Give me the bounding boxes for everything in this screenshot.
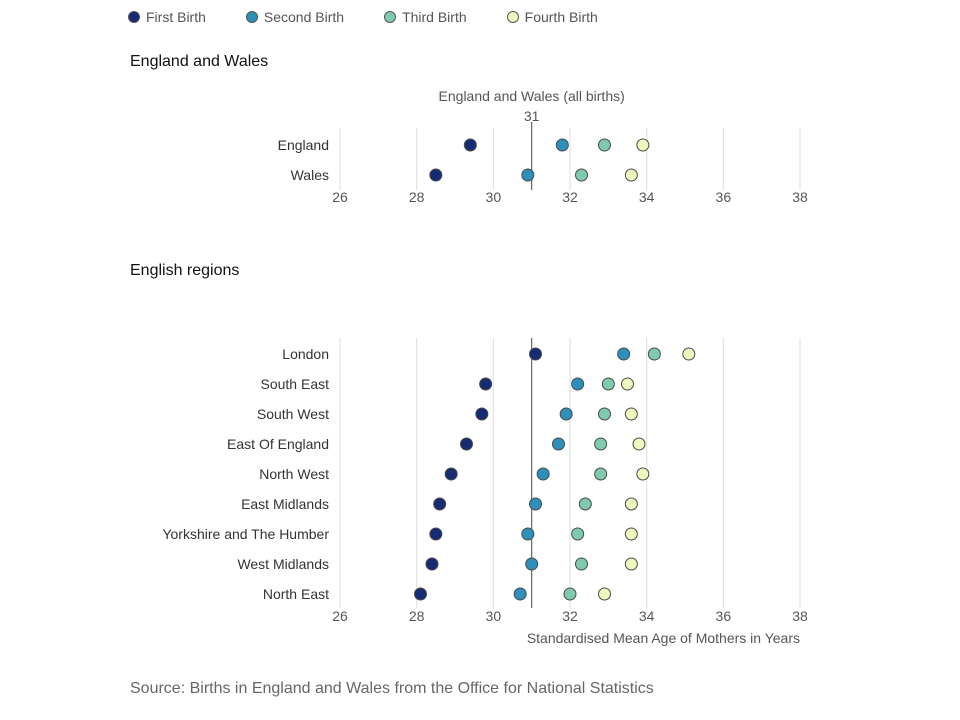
point-first-birth-south-west	[475, 407, 489, 421]
x-tick-label: 28	[409, 608, 425, 624]
point-first-birth-north-west	[444, 467, 458, 481]
point-third-birth-england	[598, 138, 611, 152]
legend-label: First Birth	[146, 9, 206, 25]
legend: First Birth Second Birth Third Birth Fourth…	[128, 6, 598, 28]
point-fourth-birth-east-of-england	[632, 437, 646, 451]
legend-swatch	[384, 11, 397, 23]
panel-english-regions: London South East South West East Of Englan…	[162, 338, 808, 646]
legend-item-second-birth: Second Birth	[245, 9, 345, 25]
x-tick-label: 38	[792, 189, 808, 205]
category-label-south-east: South East	[261, 376, 330, 392]
point-second-birth-england	[555, 138, 569, 152]
point-fourth-birth-north-east	[598, 587, 611, 601]
point-second-birth-north-west	[536, 467, 550, 481]
legend-swatch	[506, 11, 519, 23]
legend-item-fourth-birth: Fourth Birth	[506, 9, 598, 25]
point-fourth-birth-south-west	[624, 407, 638, 421]
source-note: Source: Births in England and Wales from…	[130, 680, 654, 697]
point-fourth-birth-north-west	[636, 467, 650, 481]
legend-item-first-birth: First Birth	[128, 9, 206, 25]
point-second-birth-north-east	[513, 587, 527, 601]
legend-item-third-birth: Third Birth	[384, 9, 467, 25]
x-axis-label: Standardised Mean Age of Mothers in Year…	[527, 630, 800, 646]
legend-swatch	[128, 11, 140, 23]
point-third-birth-north-west	[594, 467, 608, 481]
point-fourth-birth-england	[636, 138, 650, 152]
point-fourth-birth-south-east	[621, 377, 634, 391]
category-label-east-midlands: East Midlands	[241, 496, 329, 512]
section-title-english-regions: English regions	[130, 262, 240, 279]
point-first-birth-england	[463, 138, 477, 152]
point-third-birth-north-east	[563, 587, 577, 601]
category-label-south-west: South West	[257, 406, 329, 422]
category-label-west-midlands: West Midlands	[237, 556, 329, 572]
point-fourth-birth-yorkshire-and-the-humber	[624, 527, 638, 541]
point-first-birth-north-east	[414, 587, 427, 601]
x-tick-label: 30	[486, 189, 502, 205]
point-third-birth-yorkshire-and-the-humber	[571, 527, 585, 541]
point-third-birth-wales	[575, 168, 588, 182]
reference-line-value: 31	[524, 108, 540, 124]
point-first-birth-south-east	[479, 377, 493, 391]
category-label-england: England	[278, 137, 329, 153]
point-third-birth-east-of-england	[594, 437, 608, 451]
point-second-birth-yorkshire-and-the-humber	[521, 527, 535, 541]
point-second-birth-west-midlands	[525, 557, 539, 571]
point-second-birth-east-midlands	[529, 497, 542, 511]
x-tick-label: 36	[716, 189, 732, 205]
section-title-england-wales: England and Wales	[130, 53, 269, 70]
x-tick-label: 34	[639, 608, 655, 624]
point-first-birth-east-midlands	[433, 497, 447, 511]
point-second-birth-wales	[521, 168, 535, 182]
point-third-birth-south-west	[598, 407, 611, 421]
point-first-birth-west-midlands	[425, 557, 439, 571]
category-label-wales: Wales	[291, 167, 329, 183]
point-third-birth-east-midlands	[578, 497, 592, 511]
point-fourth-birth-west-midlands	[624, 557, 638, 571]
x-tick-label: 34	[639, 189, 655, 205]
category-label-east-of-england: East Of England	[227, 436, 329, 452]
x-tick-label: 32	[562, 189, 578, 205]
category-label-north-east: North East	[263, 586, 329, 602]
point-first-birth-wales	[429, 168, 443, 182]
point-fourth-birth-east-midlands	[624, 497, 638, 511]
x-tick-label: 30	[486, 608, 502, 624]
point-second-birth-south-east	[571, 377, 585, 391]
legend-label: Third Birth	[402, 9, 467, 25]
point-first-birth-london	[529, 347, 542, 361]
point-third-birth-west-midlands	[575, 557, 588, 571]
point-second-birth-south-west	[559, 407, 573, 421]
point-fourth-birth-london	[682, 347, 696, 361]
point-second-birth-east-of-england	[552, 437, 565, 451]
reference-line-label: England and Wales (all births)	[439, 88, 625, 104]
point-third-birth-south-east	[601, 377, 615, 391]
x-tick-label: 28	[409, 189, 425, 205]
point-third-birth-london	[647, 347, 661, 361]
panel-england-wales: England and Wales (all births) 31 England W…	[278, 88, 808, 205]
x-tick-label: 38	[792, 608, 808, 624]
point-first-birth-east-of-england	[460, 437, 473, 451]
legend-swatch	[245, 11, 258, 23]
legend-label: Second Birth	[263, 9, 345, 25]
x-tick-label: 26	[332, 189, 348, 205]
point-first-birth-yorkshire-and-the-humber	[429, 527, 443, 541]
point-fourth-birth-wales	[624, 168, 638, 182]
category-label-london: London	[282, 346, 329, 362]
x-tick-label: 26	[332, 608, 348, 624]
legend-label: Fourth Birth	[524, 9, 598, 25]
category-label-yorkshire-and-the-humber: Yorkshire and The Humber	[162, 526, 329, 542]
point-second-birth-london	[617, 347, 631, 361]
category-label-north-west: North West	[259, 466, 329, 482]
x-tick-label: 32	[562, 608, 578, 624]
x-tick-label: 36	[716, 608, 732, 624]
